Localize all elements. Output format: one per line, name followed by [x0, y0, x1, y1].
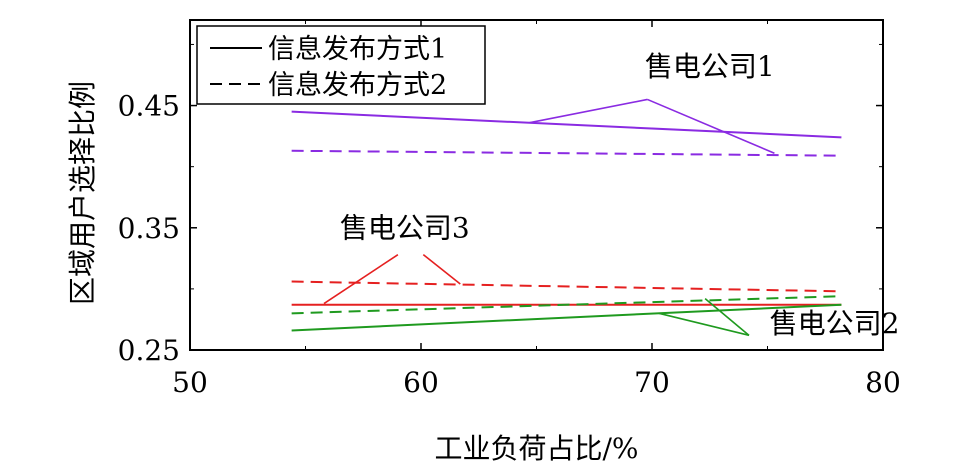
y-axis-title: 区域用户选择比例	[66, 81, 99, 305]
y-tick-label: 0.45	[118, 90, 180, 123]
legend-label: 信息发布方式1	[268, 34, 447, 65]
annotation-leader	[529, 98, 648, 124]
annotation-leader	[647, 98, 775, 154]
y-tick-label: 0.25	[118, 334, 180, 367]
annotation-leader	[422, 254, 461, 285]
legend-box	[196, 25, 486, 105]
x-tick-label: 70	[634, 366, 670, 399]
series-line-1	[291, 149, 842, 157]
annotation-label: 售电公司3	[340, 212, 470, 245]
series-line-5	[291, 295, 842, 315]
x-tick-label: 60	[403, 366, 439, 399]
annotation-leader	[704, 298, 750, 336]
series-line-3	[291, 280, 842, 293]
series-line-0	[291, 110, 842, 139]
y-tick-label: 0.35	[118, 212, 180, 245]
annotation-leader	[658, 312, 750, 337]
x-axis-title: 工业负荷占比/%	[434, 432, 638, 465]
annotation-label: 售电公司2	[770, 307, 900, 340]
x-tick-label: 80	[865, 366, 901, 399]
annotation-leader	[323, 253, 399, 305]
annotation-label: 售电公司1	[645, 50, 775, 83]
x-tick-label: 50	[172, 366, 208, 399]
series-line-4	[291, 303, 842, 332]
legend-label: 信息发布方式2	[268, 70, 447, 101]
